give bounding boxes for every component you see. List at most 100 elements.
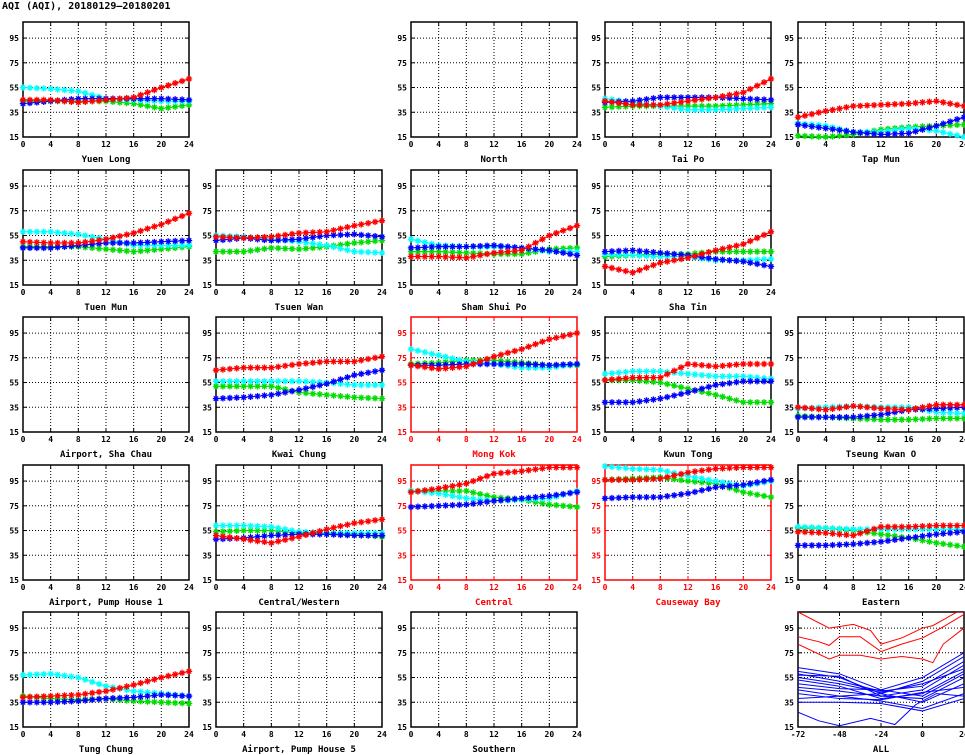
y-tick-label: 35 [202, 551, 212, 560]
data-point-marker [364, 532, 372, 539]
y-tick-label: 55 [397, 527, 407, 536]
data-point-marker [884, 405, 892, 413]
data-point-marker [144, 102, 151, 110]
y-tick-label: 35 [9, 403, 19, 412]
data-point-marker [677, 476, 685, 484]
series-blue [794, 528, 965, 549]
y-tick-label: 55 [591, 527, 601, 536]
data-point-marker [559, 464, 567, 471]
data-point-marker [165, 238, 172, 245]
data-point-marker [829, 405, 836, 413]
data-point-marker [740, 399, 747, 406]
data-point-marker [414, 253, 422, 260]
panel-north: 0 4 8 12 16 20 24 15 35 55 75 95 North [397, 21, 582, 165]
data-point-marker [511, 347, 518, 355]
series-red [19, 668, 193, 701]
data-point-marker [19, 100, 27, 107]
data-point-marker [26, 238, 34, 246]
data-point-marker [615, 494, 623, 501]
data-point-marker [68, 698, 75, 705]
data-point-marker [351, 381, 358, 389]
data-point-marker [240, 522, 247, 529]
data-point-marker [233, 383, 240, 390]
x-tick-label: -48 [832, 730, 847, 739]
data-point-marker [566, 250, 574, 258]
y-tick-label: 95 [397, 624, 407, 633]
data-point-marker [95, 680, 103, 688]
data-point-marker [102, 245, 110, 253]
data-point-marker [47, 96, 54, 104]
y-tick-label: 95 [784, 34, 794, 43]
data-point-marker [435, 485, 442, 492]
data-point-marker [698, 487, 706, 494]
x-tick-label: 8 [464, 288, 469, 297]
data-point-marker [165, 672, 172, 680]
data-point-marker [794, 121, 802, 128]
data-point-marker [449, 355, 456, 362]
data-point-marker [573, 489, 581, 496]
y-tick-label: 95 [591, 182, 601, 191]
data-point-marker [629, 368, 636, 375]
data-point-marker [68, 87, 75, 94]
plot-frame [410, 316, 578, 433]
data-point-marker [822, 524, 829, 532]
data-point-marker [130, 100, 137, 107]
data-point-marker [435, 362, 442, 369]
data-point-marker [490, 493, 498, 501]
x-tick-label: 4 [241, 288, 246, 297]
data-point-marker [483, 472, 491, 480]
data-point-marker [643, 96, 650, 103]
y-tick-label: 15 [9, 133, 19, 142]
data-point-marker [435, 253, 442, 260]
y-tick-label: 75 [784, 354, 794, 363]
data-point-marker [719, 256, 726, 263]
all-station-line [798, 693, 964, 709]
data-point-marker [212, 366, 220, 374]
data-point-marker [747, 85, 754, 93]
data-point-marker [130, 229, 137, 237]
x-tick-label: 0 [796, 140, 801, 149]
data-point-marker [629, 493, 636, 501]
data-point-marker [95, 97, 103, 104]
data-point-marker [760, 477, 768, 485]
data-point-marker [476, 358, 484, 365]
data-point-marker [407, 362, 415, 369]
data-point-marker [712, 102, 719, 110]
data-point-marker [566, 224, 574, 232]
data-point-marker [254, 246, 261, 253]
panel-tap-mun: 0 4 8 12 16 20 24 15 35 55 75 95 Tap Mun [784, 21, 965, 165]
x-tick-label: 8 [76, 730, 81, 739]
data-point-marker [351, 519, 358, 527]
data-point-marker [102, 236, 110, 243]
x-tick-label: 8 [658, 288, 663, 297]
data-point-marker [760, 262, 768, 269]
data-point-marker [185, 75, 193, 83]
x-tick-label: 0 [920, 730, 925, 739]
x-tick-label: 16 [129, 730, 139, 739]
x-tick-label: 4 [823, 583, 828, 592]
data-point-marker [801, 528, 809, 536]
data-point-marker [511, 495, 518, 503]
data-point-marker [330, 378, 337, 385]
data-point-marker [933, 522, 940, 529]
data-point-marker [323, 526, 330, 533]
data-point-marker [130, 239, 137, 247]
data-point-marker [123, 247, 130, 255]
x-tick-label: 24 [184, 140, 194, 149]
data-point-marker [463, 254, 470, 261]
data-point-marker [483, 355, 491, 363]
x-tick-label: 24 [766, 288, 776, 297]
x-tick-label: 4 [630, 288, 635, 297]
data-point-marker [144, 225, 151, 232]
data-point-marker [546, 501, 553, 508]
data-point-marker [615, 375, 623, 383]
data-point-marker [940, 120, 947, 127]
data-point-marker [344, 240, 351, 248]
data-point-marker [116, 239, 124, 247]
data-point-marker [546, 336, 553, 343]
data-point-marker [102, 96, 110, 104]
data-point-marker [684, 490, 692, 497]
data-point-marker [158, 95, 165, 102]
data-point-marker [233, 522, 240, 529]
data-point-marker [275, 531, 282, 539]
